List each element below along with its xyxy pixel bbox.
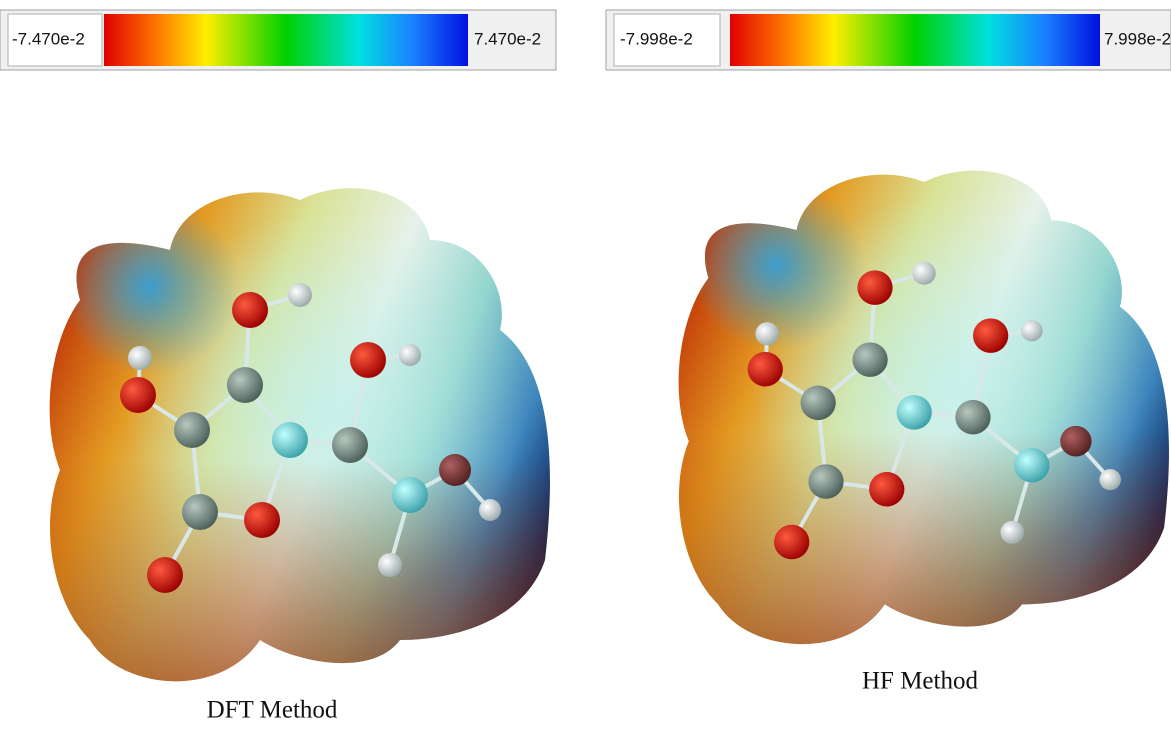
scale-max: 7.470e-2: [474, 29, 541, 48]
mep-surface: [679, 171, 1169, 644]
mep-surface: [50, 188, 550, 681]
caption: HF Method: [862, 668, 978, 695]
scale-min: -7.998e-2: [620, 29, 693, 48]
panel-right: -7.998e-2 7.998e-2 HF Method: [606, 10, 1171, 695]
caption: DFT Method: [207, 697, 338, 724]
scale-max: 7.998e-2: [1104, 29, 1171, 48]
scale-min: -7.470e-2: [12, 29, 85, 48]
panel-left: -7.470e-2 7.470e-2 DFT Method: [0, 10, 556, 724]
color-scale: [730, 14, 1100, 66]
color-scale: [104, 14, 468, 66]
figure: -7.470e-2 7.470e-2 DFT Method -7.998e-2 …: [0, 0, 1171, 740]
page: {"panels": [ {"scale": {"min_label": "-7…: [0, 0, 1171, 740]
